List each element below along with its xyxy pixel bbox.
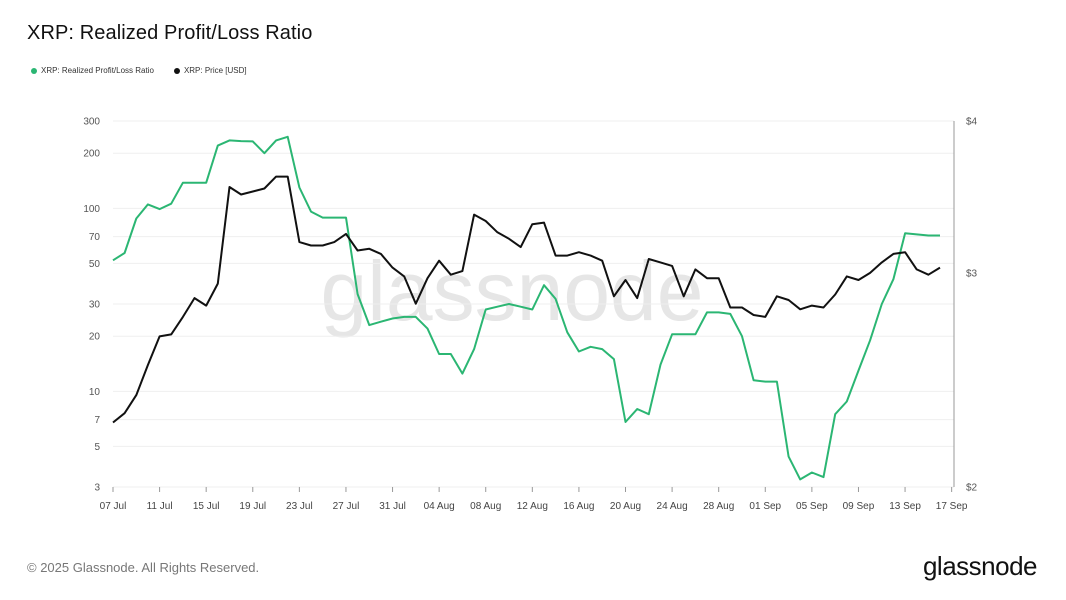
x-tick-label: 31 Jul: [379, 501, 406, 512]
legend-dot-ratio: [31, 67, 37, 74]
x-tick-label: 28 Aug: [703, 501, 734, 512]
x-tick-label: 27 Jul: [333, 501, 360, 512]
x-tick-label: 24 Aug: [657, 501, 688, 512]
x-tick-label: 04 Aug: [424, 501, 455, 512]
legend-label-price: XRP: Price [USD]: [183, 66, 247, 75]
legend-label-ratio: XRP: Realized Profit/Loss Ratio: [41, 66, 154, 75]
x-tick-label: 15 Jul: [193, 501, 220, 512]
glassnode-logo: glassnode: [922, 551, 1038, 581]
y-tick-label: 20: [89, 332, 101, 343]
x-tick-label: 20 Aug: [610, 501, 641, 512]
watermark: glassnode: [321, 244, 704, 338]
x-tick-label: 23 Jul: [286, 501, 313, 512]
y-tick-label: 70: [89, 232, 101, 243]
chart-title: XRP: Realized Profit/Loss Ratio: [27, 22, 313, 44]
y-tick-label: 30: [89, 300, 101, 311]
legend-item-price[interactable]: XRP: Price [USD]: [173, 66, 247, 75]
x-tick-label: 01 Sep: [749, 501, 781, 512]
series-line-ratio: [112, 135, 940, 481]
y2-tick-label: $2: [966, 483, 978, 494]
y-tick-label: 100: [83, 204, 100, 215]
x-tick-label: 08 Aug: [470, 501, 501, 512]
y-tick-label: 7: [94, 415, 100, 426]
x-tick-label: 07 Jul: [100, 501, 127, 512]
y-tick-label: 10: [89, 387, 101, 398]
x-tick-label: 19 Jul: [239, 501, 266, 512]
x-tick-label: 12 Aug: [517, 501, 548, 512]
y-tick-label: 50: [89, 259, 101, 270]
series-line-price: [112, 175, 941, 424]
y-tick-label: 300: [83, 117, 100, 128]
y-tick-label: 3: [94, 483, 100, 494]
x-tick-label: 13 Sep: [889, 501, 921, 512]
x-tick-label: 16 Aug: [563, 501, 594, 512]
y2-tick-label: $3: [966, 268, 978, 279]
x-tick-label: 17 Sep: [936, 501, 968, 512]
x-tick-label: 11 Jul: [147, 501, 173, 512]
x-tick-label: 05 Sep: [796, 501, 828, 512]
x-tick-label: 09 Sep: [843, 501, 875, 512]
y-tick-label: 200: [83, 149, 100, 160]
y2-tick-label: $4: [966, 117, 978, 128]
legend: XRP: Realized Profit/Loss Ratio XRP: Pri…: [31, 66, 247, 75]
legend-item-ratio[interactable]: XRP: Realized Profit/Loss Ratio: [31, 66, 154, 75]
legend-dot-price: [173, 67, 180, 74]
copyright-text: © 2025 Glassnode. All Rights Reserved.: [27, 560, 260, 575]
y-tick-label: 5: [94, 442, 100, 453]
